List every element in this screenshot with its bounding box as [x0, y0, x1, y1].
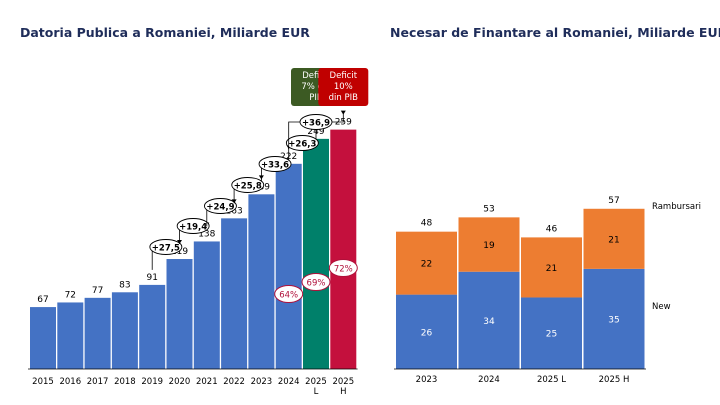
debt-bar: [30, 307, 56, 369]
financing-bar-segment: [583, 268, 645, 369]
pib-ratio-label: 72%: [334, 264, 353, 274]
increment-badge: [231, 177, 265, 193]
pib-ratio-badge: [301, 273, 331, 291]
debt-value-label: 72: [65, 290, 76, 300]
deficit-box-label: PIB: [309, 93, 323, 103]
increment-label: +33,6: [261, 160, 289, 170]
increment-label: +36,9: [302, 118, 330, 128]
increment-label: +24,9: [206, 202, 234, 212]
increment-connector: [288, 110, 346, 149]
debt-x-tick-label: 2019: [141, 377, 163, 387]
financing-total-label: 57: [608, 196, 619, 206]
financing-segment-label: 34: [483, 317, 495, 327]
financing-bar-segment: [396, 294, 457, 369]
debt-x-tick-label: 2015: [32, 377, 54, 387]
debt-value-label: 119: [171, 247, 188, 257]
debt-value-label: 91: [146, 273, 157, 283]
deficit-box-label: 10%: [334, 82, 353, 92]
debt-x-tick-label: 2020: [169, 377, 191, 387]
financing-segment-label: 35: [608, 315, 619, 325]
legend-label-rambursari: Rambursari: [652, 202, 701, 212]
debt-bar: [330, 129, 357, 369]
increment-label: +19,4: [179, 222, 207, 232]
pib-ratio-label: 69%: [307, 278, 326, 288]
debt-x-tick-label: 2025: [332, 377, 354, 387]
debt-bar: [248, 194, 275, 369]
debt-x-tick-label: 2023: [251, 377, 273, 387]
financing-x-tick-label: 2025 H: [599, 375, 630, 385]
increment-badge: [203, 198, 237, 214]
debt-value-label: 163: [226, 206, 243, 216]
debt-bar: [111, 292, 138, 369]
legend-label-new: New: [652, 302, 671, 312]
debt-x-tick-label: 2017: [87, 377, 109, 387]
pib-ratio-badge: [328, 259, 358, 277]
debt-bar: [84, 297, 111, 369]
increment-badge: [285, 135, 319, 151]
deficit-box-label: 7% din: [301, 82, 330, 92]
debt-bar: [139, 284, 166, 369]
increment-label: +26,3: [288, 139, 316, 149]
debt-bar: [221, 218, 248, 369]
deficit-box-label: Deficit: [330, 71, 358, 81]
debt-chart-title: Datoria Publica a Romaniei, Miliarde EUR: [20, 25, 310, 40]
debt-value-label: 67: [37, 295, 48, 305]
debt-x-tick-label: 2025: [305, 377, 327, 387]
deficit-box-label: din PIB: [329, 93, 358, 103]
debt-x-tick-label: 2021: [196, 377, 218, 387]
financing-bar-segment: [521, 297, 582, 369]
deficit-box: [318, 68, 369, 106]
financing-x-tick-label: 2024: [478, 375, 500, 385]
financing-bar-segment: [458, 217, 520, 272]
financing-segment-label: 19: [483, 241, 495, 251]
pib-ratio-badge: [274, 285, 304, 303]
financing-segment-label: 21: [546, 264, 557, 274]
financing-segment-label: 22: [421, 260, 432, 270]
debt-bar: [57, 302, 84, 369]
debt-value-label: 83: [119, 280, 130, 290]
deficit-box-label: Deficit: [302, 71, 330, 81]
debt-value-label: 138: [198, 229, 215, 239]
financing-total-label: 53: [483, 204, 494, 214]
pib-ratio-label: 64%: [279, 290, 298, 300]
increment-badge: [176, 218, 210, 234]
financing-x-tick-label: 2025 L: [537, 375, 566, 385]
debt-x-tick-label: 2024: [278, 377, 300, 387]
financing-bar-segment: [396, 231, 457, 295]
increment-badge: [149, 239, 183, 255]
debt-bar: [303, 138, 329, 369]
debt-x-tick-label: L: [314, 387, 319, 397]
financing-total-label: 46: [546, 224, 558, 234]
financing-segment-label: 26: [421, 328, 433, 338]
debt-bar: [275, 163, 302, 369]
financing-total-label: 48: [421, 219, 433, 229]
debt-bar: [193, 241, 220, 369]
debt-x-tick-label: 2016: [59, 377, 81, 387]
financing-segment-label: 21: [608, 235, 619, 245]
financing-bar-segment: [521, 237, 582, 298]
debt-bar: [166, 259, 193, 369]
financing-bar-segment: [458, 271, 520, 369]
increment-label: +27,5: [152, 243, 180, 253]
increment-connector: [149, 239, 183, 270]
debt-x-tick-label: 2018: [114, 377, 136, 387]
financing-chart-title: Necesar de Finantare al Romaniei, Miliar…: [390, 25, 720, 40]
increment-badge: [258, 156, 292, 172]
increment-connector: [258, 144, 292, 180]
financing-segment-label: 25: [546, 330, 557, 340]
financing-x-tick-label: 2023: [416, 375, 438, 385]
debt-x-tick-label: 2022: [223, 377, 245, 387]
debt-value-label: 259: [335, 118, 352, 128]
increment-label: +25,8: [234, 181, 262, 191]
debt-x-tick-label: H: [340, 387, 346, 397]
increment-badge: [299, 114, 333, 130]
financing-bar-segment: [583, 208, 645, 269]
increment-arrowhead: [340, 110, 346, 115]
debt-value-label: 77: [92, 286, 103, 296]
